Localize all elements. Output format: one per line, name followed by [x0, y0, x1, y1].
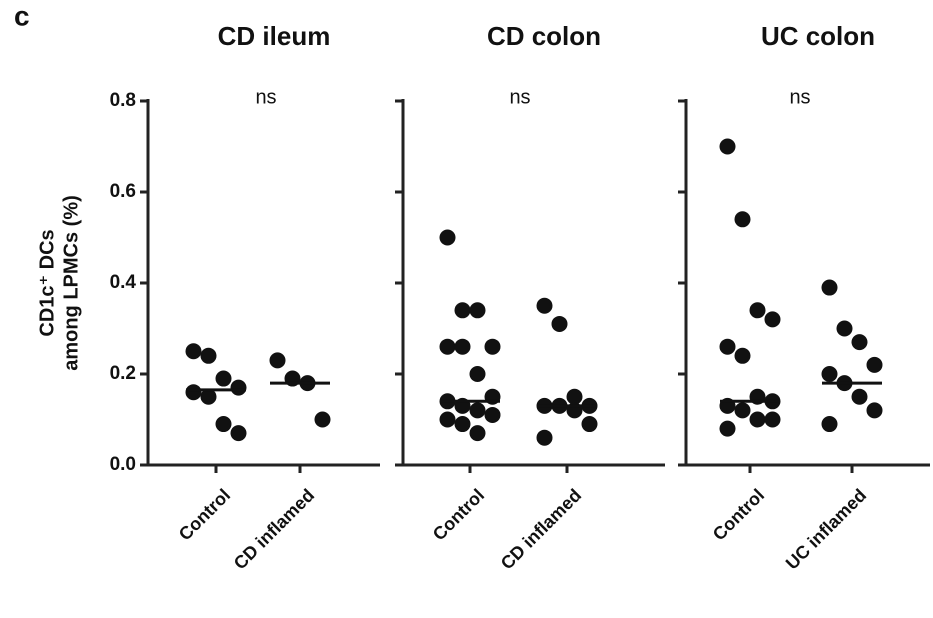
data-point — [269, 352, 286, 369]
y-tick-label: 0.8 — [110, 90, 136, 111]
data-point — [439, 229, 456, 246]
data-point — [454, 416, 471, 433]
y-tick-label: 0.4 — [110, 272, 137, 293]
data-point — [734, 402, 751, 419]
significance: ns — [509, 86, 530, 108]
panel-title: CD colon — [487, 21, 601, 51]
y-tick-label: 0.2 — [110, 363, 136, 384]
data-point — [749, 302, 766, 319]
data-point — [230, 379, 247, 396]
data-point — [851, 388, 868, 405]
data-point — [484, 406, 501, 423]
data-point — [230, 425, 247, 442]
data-point — [551, 315, 568, 332]
x-tick-label: Control — [429, 485, 488, 544]
panel-title: UC colon — [761, 21, 875, 51]
significance: ns — [789, 86, 810, 108]
x-tick-label: UC inflamed — [782, 485, 870, 573]
y-label-line: CD1c⁺ DCs — [36, 229, 58, 336]
data-point — [200, 347, 217, 364]
data-point — [536, 429, 553, 446]
data-point — [836, 320, 853, 337]
data-point — [851, 334, 868, 351]
data-point — [749, 411, 766, 428]
data-point — [719, 338, 736, 355]
data-point — [439, 338, 456, 355]
data-point — [821, 279, 838, 296]
data-point — [215, 416, 232, 433]
data-point — [866, 402, 883, 419]
data-point — [821, 366, 838, 382]
data-point — [719, 420, 736, 437]
data-point — [314, 411, 331, 428]
panel-label: c — [14, 0, 30, 31]
data-point — [439, 411, 456, 428]
significance: ns — [255, 86, 276, 108]
data-point — [764, 311, 781, 328]
data-point — [566, 388, 583, 405]
x-tick-label: CD inflamed — [497, 485, 585, 573]
data-point — [454, 338, 471, 355]
x-tick-label: CD inflamed — [230, 485, 318, 573]
data-point — [536, 297, 553, 314]
panel-title: CD ileum — [218, 21, 331, 51]
y-axis-label: CD1c⁺ DCs among LPMCs (%) — [36, 195, 82, 371]
data-point — [866, 356, 883, 373]
data-point — [734, 347, 751, 364]
data-point — [469, 302, 486, 319]
data-point — [185, 343, 202, 360]
data-point — [185, 384, 202, 401]
y-label-line: among LPMCs (%) — [60, 195, 82, 371]
data-point — [581, 416, 598, 433]
data-point — [719, 138, 736, 155]
data-point — [454, 302, 471, 319]
y-tick-label: 0.0 — [110, 454, 136, 475]
data-point — [469, 425, 486, 442]
data-point — [200, 388, 217, 405]
data-point — [734, 211, 751, 228]
x-tick-label: Control — [709, 485, 768, 544]
data-point — [821, 416, 838, 433]
data-point — [469, 366, 486, 382]
data-point — [469, 402, 486, 419]
data-point — [215, 370, 232, 387]
x-tick-label: Control — [175, 485, 234, 544]
data-point — [484, 338, 501, 355]
y-tick-label: 0.6 — [110, 181, 136, 202]
data-point — [764, 411, 781, 428]
